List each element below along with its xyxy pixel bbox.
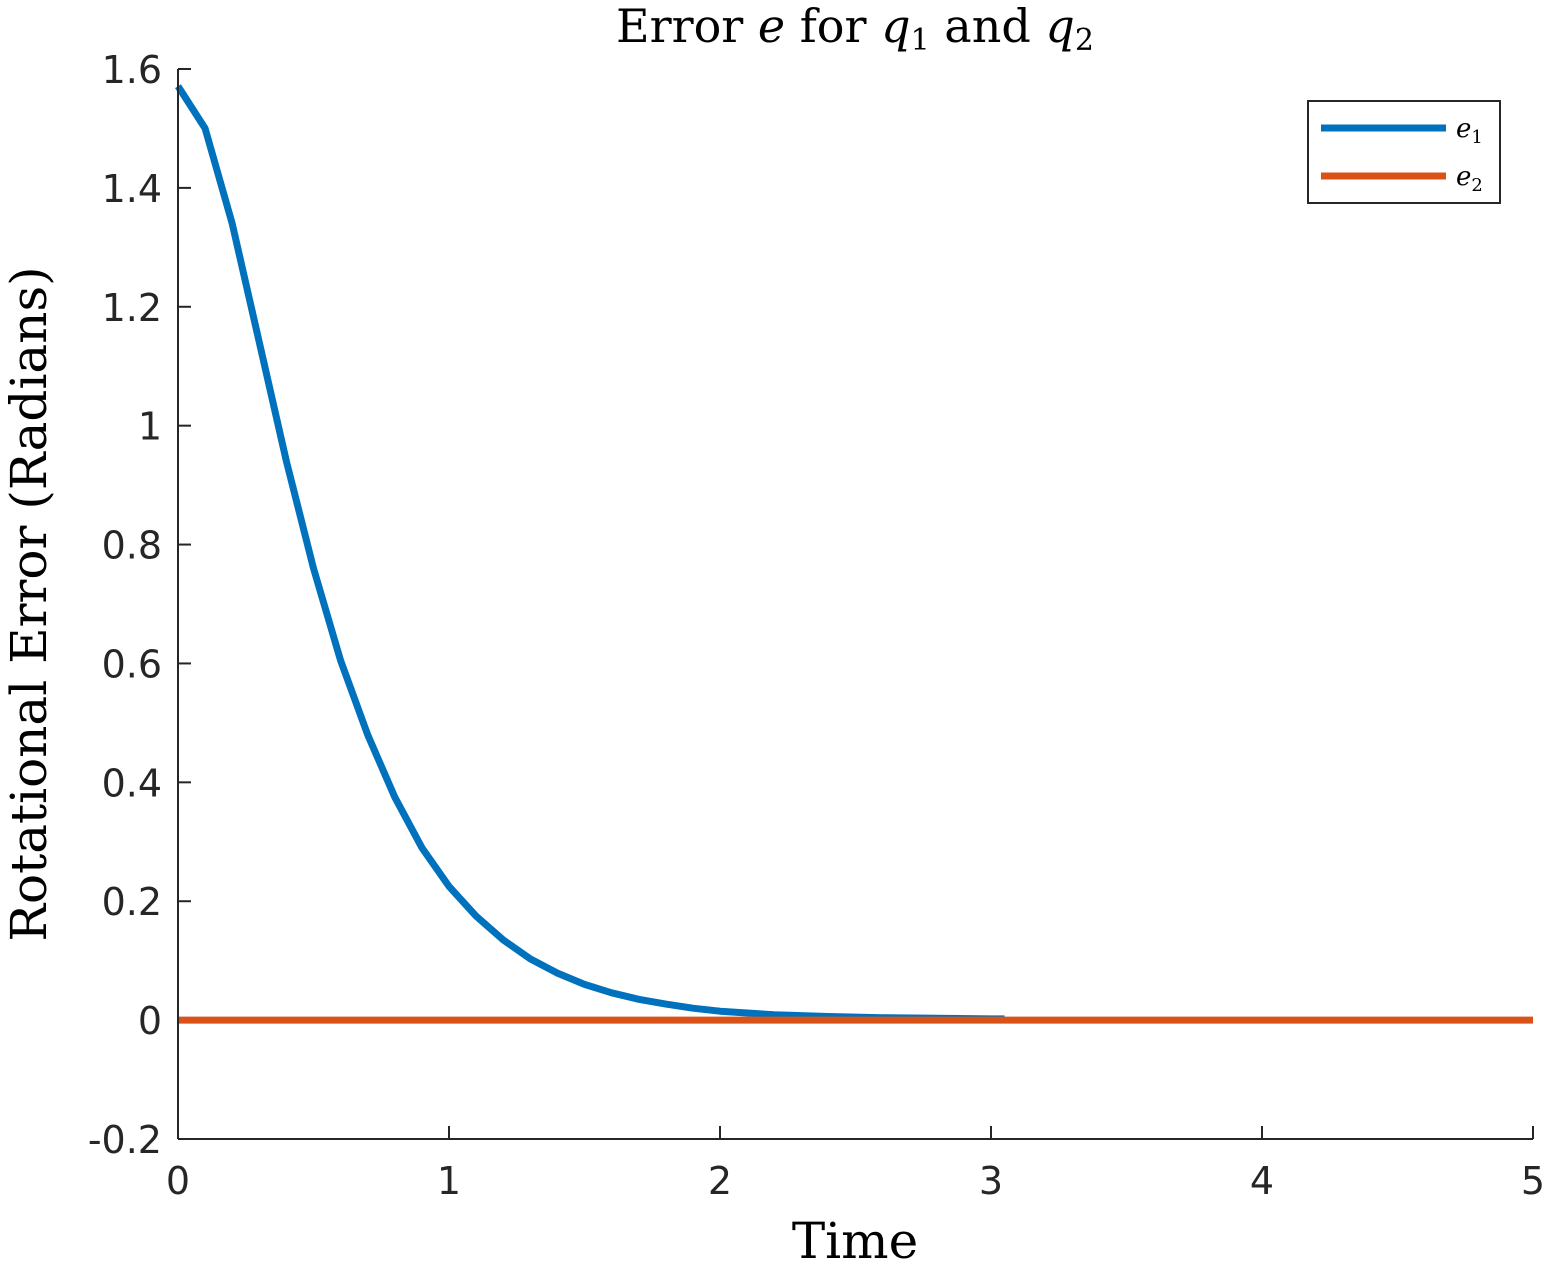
x-tick-label: 4	[1250, 1159, 1274, 1203]
x-tick-label: 3	[979, 1159, 1003, 1203]
title-and: and	[930, 0, 1046, 53]
legend-label-e1-name: e	[1456, 114, 1471, 144]
y-tick-label: 0.8	[102, 524, 162, 568]
y-tick-label: 0.6	[102, 642, 162, 686]
x-tick-label: 2	[708, 1159, 732, 1203]
y-tick-label: 0	[138, 999, 162, 1043]
title-var-q2: q	[1045, 0, 1074, 53]
title-mid: for	[785, 0, 881, 53]
y-tick-label: 1.2	[102, 286, 162, 330]
title-var-e: e	[758, 0, 785, 53]
chart-title: Error e for q1 and q2	[616, 0, 1094, 58]
legend-box	[1307, 100, 1501, 204]
x-tick-label: 1	[437, 1159, 461, 1203]
ticks-layer: 0 1 2 3 4 5-0.200.20.40.60.811.21.41.6	[88, 48, 1545, 1203]
y-tick-label: 1	[138, 405, 162, 449]
title-sub-1: 1	[911, 23, 930, 58]
y-tick-label: 0.4	[102, 761, 162, 805]
x-tick-label: 5	[1521, 1159, 1545, 1203]
legend-label-e1: e1	[1456, 114, 1483, 148]
title-prefix: Error	[616, 0, 758, 53]
legend-label-e2-name: e	[1456, 162, 1471, 192]
legend-label-e2-sub: 2	[1471, 175, 1482, 196]
y-tick-label: 1.4	[102, 167, 162, 211]
title-sub-2: 2	[1075, 23, 1094, 58]
y-tick-label: -0.2	[88, 1118, 162, 1162]
y-tick-label: 0.2	[102, 880, 162, 924]
series-layer	[175, 84, 1533, 1024]
legend-label-e1-sub: 1	[1471, 127, 1482, 148]
x-tick-label: 0	[166, 1159, 190, 1203]
y-tick-label: 1.6	[102, 48, 162, 92]
legend: e1 e2	[1307, 100, 1501, 204]
legend-label-e2: e2	[1456, 162, 1483, 196]
title-var-q1: q	[881, 0, 910, 53]
series-line-e1	[175, 84, 1005, 1023]
x-axis-label: Time	[792, 1212, 918, 1261]
y-axis-label: Rotational Error (Radians)	[0, 266, 58, 941]
